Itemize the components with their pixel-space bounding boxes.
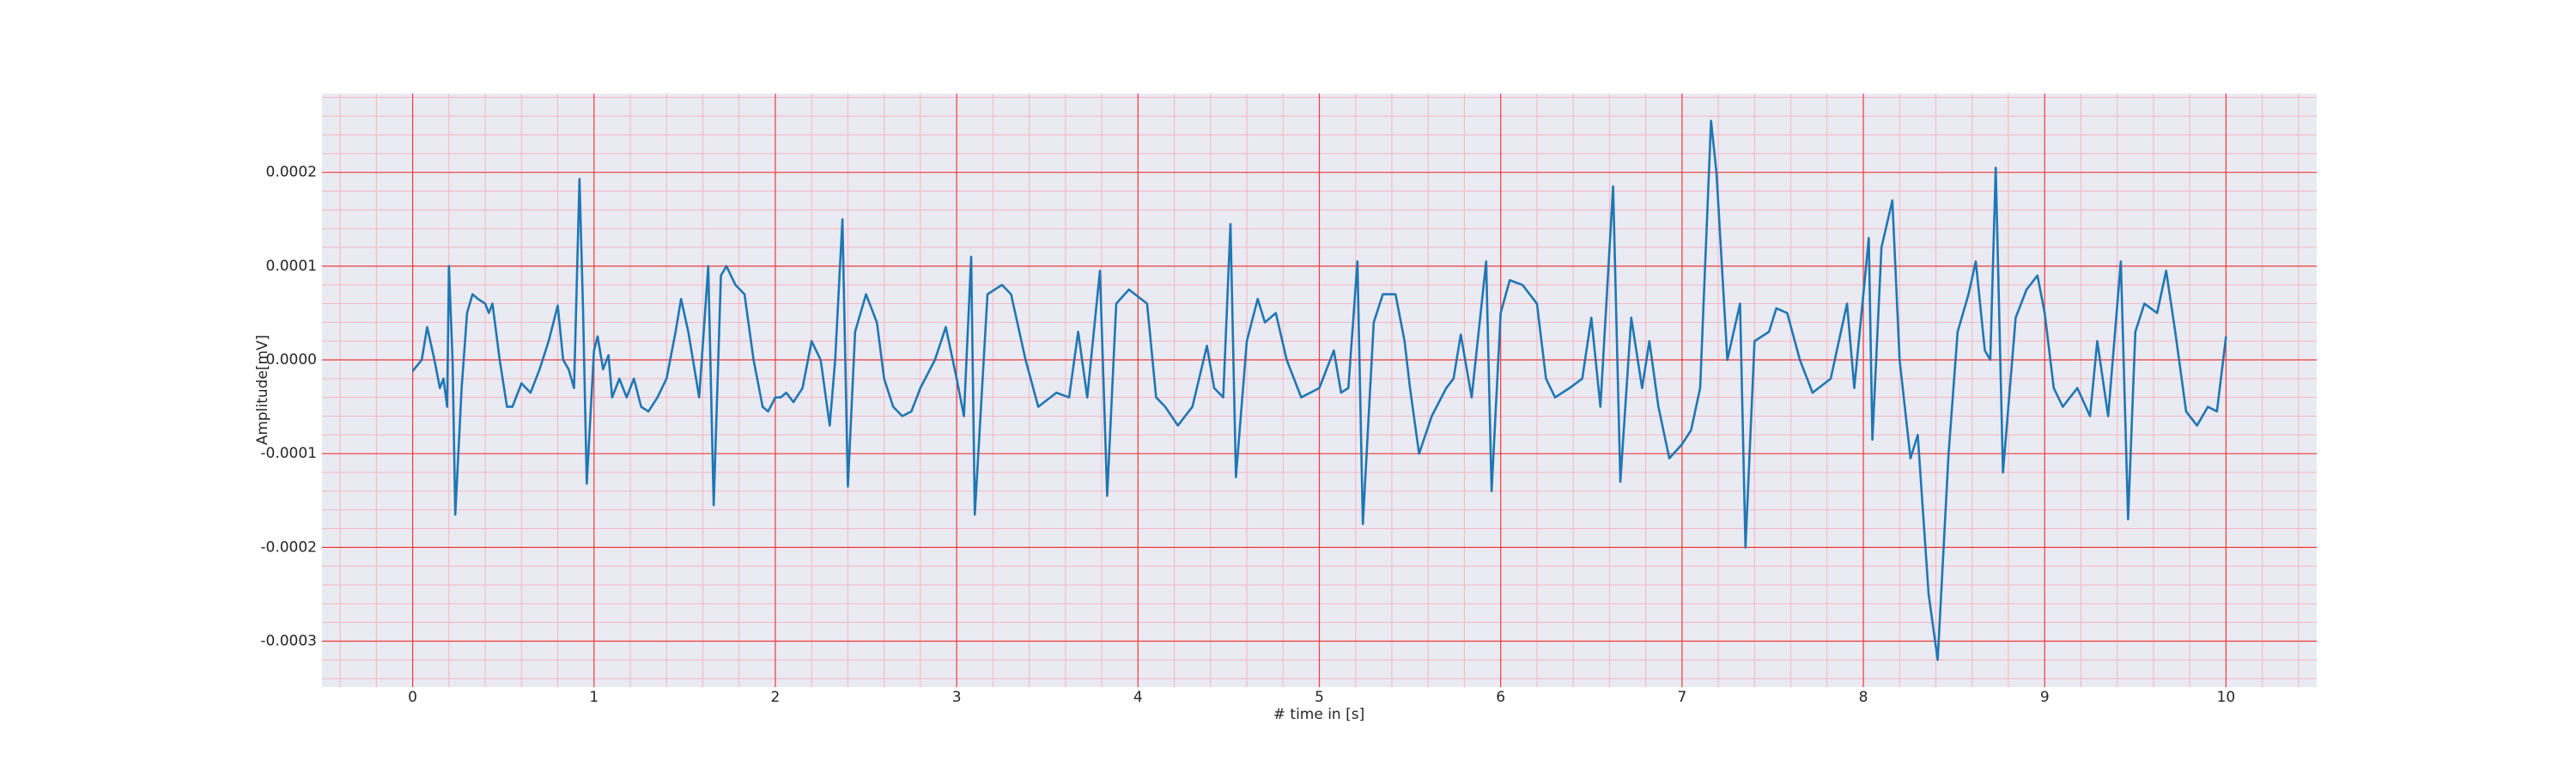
- x-tick-label: 6: [1496, 689, 1505, 706]
- y-tick-label: -0.0003: [260, 633, 317, 650]
- x-axis-label: # time in [s]: [1273, 706, 1364, 723]
- x-tick-label: 10: [2217, 689, 2236, 706]
- y-axis-label: Amplitude[mV]: [254, 335, 271, 446]
- grid: [322, 94, 2317, 687]
- x-tick-label: 3: [952, 689, 962, 706]
- y-tick-label: 0.0000: [266, 351, 317, 368]
- y-tick-label: 0.0001: [266, 258, 317, 275]
- x-tick-label: 0: [408, 689, 417, 706]
- x-tick-label: 4: [1133, 689, 1143, 706]
- x-tick-label: 2: [771, 689, 781, 706]
- marks: [411, 119, 2227, 661]
- y-tick-label: 0.0002: [266, 164, 317, 181]
- x-tick-label: 1: [589, 689, 598, 706]
- y-tick-label: -0.0001: [260, 445, 317, 462]
- x-tick-label: 7: [1677, 689, 1686, 706]
- signal-line: [411, 119, 2227, 661]
- x-tick-label: 8: [1859, 689, 1868, 706]
- x-tick-label: 9: [2040, 689, 2050, 706]
- y-tick-label: -0.0002: [260, 539, 317, 556]
- x-tick-label: 5: [1315, 689, 1324, 706]
